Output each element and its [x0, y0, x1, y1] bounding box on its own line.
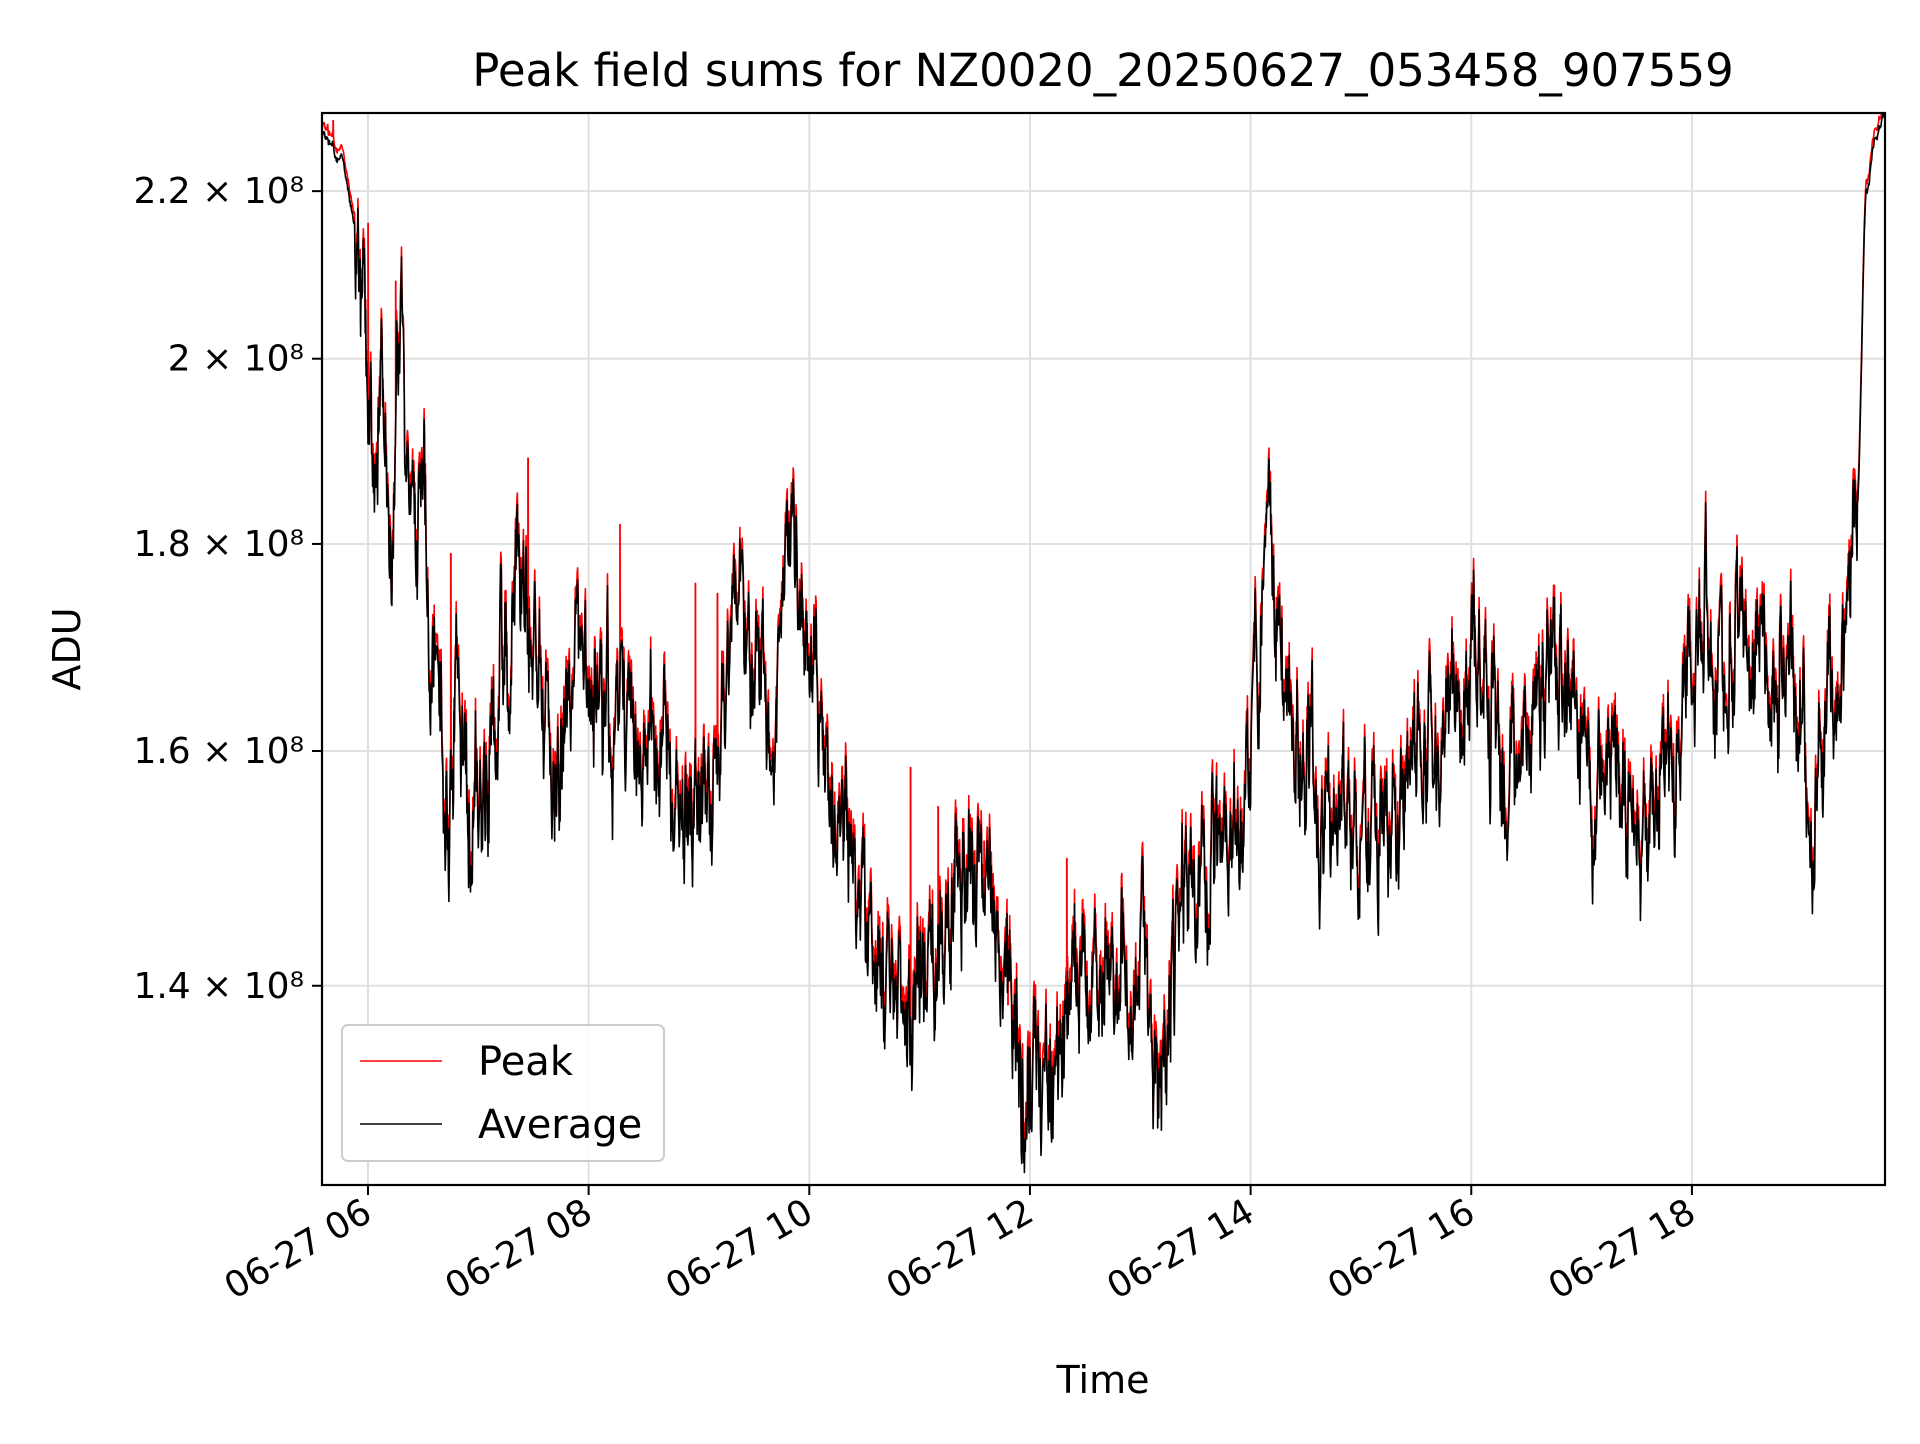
- y-tick-label: 1.4 × 10⁸: [133, 966, 304, 1007]
- legend-label-peak: Peak: [478, 1039, 574, 1085]
- chart-title: Peak field sums for NZ0020_20250627_0534…: [472, 44, 1733, 97]
- x-axis-label: Time: [1056, 1358, 1150, 1402]
- y-axis-label: ADU: [45, 607, 89, 690]
- y-tick-label: 2.2 × 10⁸: [133, 171, 304, 212]
- legend-box: [341, 1024, 665, 1162]
- y-tick-label: 2 × 10⁸: [168, 339, 304, 380]
- legend: Peak Average: [341, 1024, 665, 1162]
- series-line-average: [322, 113, 1885, 1174]
- plot-frame: [320, 111, 1887, 1187]
- legend-label-average: Average: [478, 1102, 642, 1148]
- y-tick-label: 1.6 × 10⁸: [133, 731, 304, 772]
- y-tick-label: 1.8 × 10⁸: [133, 524, 304, 565]
- series-layer: [322, 113, 1885, 1174]
